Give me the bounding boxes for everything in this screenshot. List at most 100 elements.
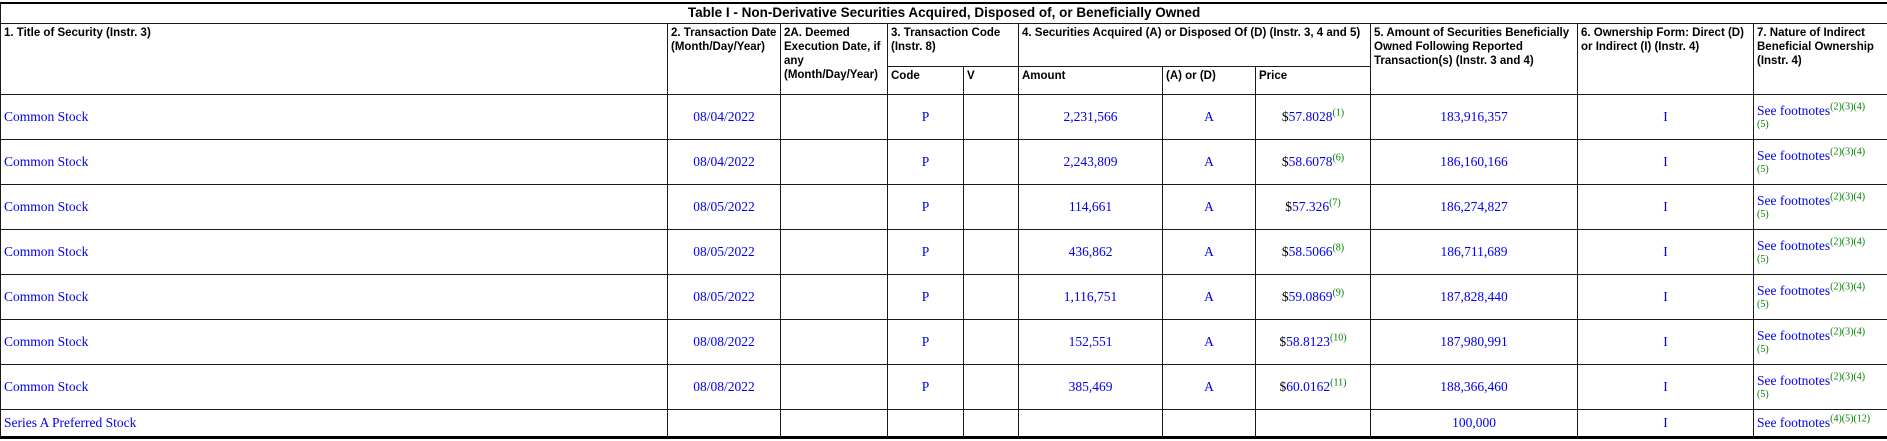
footnote-ref-group[interactable]: (2)(3)(4)	[1830, 101, 1866, 113]
shares-owned-cell: 186,160,166	[1370, 139, 1578, 185]
ownership-form-link[interactable]: I	[1663, 243, 1668, 259]
price-footnote-ref[interactable]: (6)	[1332, 152, 1345, 164]
shares-owned-link[interactable]: 186,711,689	[1440, 243, 1508, 259]
ownership-form-link[interactable]: I	[1663, 198, 1668, 214]
transaction-date-link[interactable]: 08/08/2022	[693, 333, 755, 349]
transaction-date-link[interactable]: 08/05/2022	[693, 198, 755, 214]
transaction-code-link[interactable]: P	[921, 108, 930, 124]
footnote-ref-line2[interactable]: (5)	[1757, 209, 1769, 221]
ownership-form-link[interactable]: I	[1663, 288, 1668, 304]
transaction-code-link[interactable]: P	[921, 153, 930, 169]
table-title: Table I - Non-Derivative Securities Acqu…	[0, 2, 1887, 24]
see-footnotes-link[interactable]: See footnotes	[1757, 372, 1831, 388]
amount-link[interactable]: 2,231,566	[1063, 108, 1118, 124]
transaction-date-link[interactable]: 08/05/2022	[693, 243, 755, 259]
see-footnotes-link[interactable]: See footnotes	[1757, 282, 1831, 298]
security-link[interactable]: Common Stock	[4, 108, 89, 124]
see-footnotes-link[interactable]: See footnotes	[1757, 327, 1831, 343]
shares-owned-link[interactable]: 187,828,440	[1440, 288, 1508, 304]
shares-owned-link[interactable]: 188,366,460	[1440, 378, 1508, 394]
acquired-disposed-link[interactable]: A	[1204, 153, 1214, 169]
footnote-ref-line2[interactable]: (5)	[1757, 299, 1769, 311]
price-link[interactable]: 58.6078	[1288, 153, 1333, 169]
security-link[interactable]: Common Stock	[4, 198, 89, 214]
footnote-ref-line2[interactable]: (5)	[1757, 164, 1769, 176]
amount-link[interactable]: 114,661	[1068, 198, 1113, 214]
security-link[interactable]: Series A Preferred Stock	[4, 414, 137, 430]
amount-cell	[1018, 409, 1163, 438]
see-footnotes-link[interactable]: See footnotes	[1757, 192, 1831, 208]
shares-owned-link[interactable]: 186,160,166	[1440, 153, 1508, 169]
amount-link[interactable]: 436,862	[1068, 243, 1113, 259]
footnote-ref-line2[interactable]: (5)	[1757, 389, 1769, 401]
subheader-v: V	[963, 66, 1019, 95]
shares-owned-link[interactable]: 186,274,827	[1440, 198, 1508, 214]
price-cell: $58.6078(6)	[1255, 139, 1371, 185]
price-footnote-ref[interactable]: (7)	[1329, 197, 1341, 209]
footnote-ref-group[interactable]: (2)(3)(4)	[1830, 326, 1866, 338]
transaction-code-link[interactable]: P	[921, 198, 930, 214]
ownership-form-link[interactable]: I	[1663, 333, 1668, 349]
price-link[interactable]: 58.5066	[1288, 243, 1333, 259]
shares-owned-link[interactable]: 183,916,357	[1440, 108, 1508, 124]
transaction-date-link[interactable]: 08/04/2022	[693, 108, 755, 124]
shares-owned-link[interactable]: 100,000	[1452, 414, 1496, 430]
acquired-disposed-link[interactable]: A	[1204, 198, 1214, 214]
security-link[interactable]: Common Stock	[4, 243, 89, 259]
price-link[interactable]: 58.8123	[1286, 333, 1330, 349]
see-footnotes-link[interactable]: See footnotes	[1757, 147, 1831, 163]
acquired-disposed-link[interactable]: A	[1204, 288, 1214, 304]
transaction-code-link[interactable]: P	[921, 378, 930, 394]
footnote-ref-line2[interactable]: (5)	[1757, 344, 1769, 356]
header-amount-owned-following: 5. Amount of Securities Beneficially Own…	[1370, 23, 1578, 95]
security-link[interactable]: Common Stock	[4, 333, 89, 349]
price-footnote-ref[interactable]: (9)	[1332, 287, 1345, 299]
transaction-date-cell: 08/04/2022	[667, 139, 781, 185]
transaction-code-link[interactable]: P	[921, 333, 930, 349]
security-title-cell: Common Stock	[0, 319, 668, 365]
transaction-date-link[interactable]: 08/05/2022	[693, 288, 755, 304]
security-link[interactable]: Common Stock	[4, 153, 89, 169]
footnote-ref-line2[interactable]: (5)	[1757, 254, 1769, 266]
shares-owned-link[interactable]: 187,980,991	[1440, 333, 1508, 349]
transaction-date-link[interactable]: 08/08/2022	[693, 378, 755, 394]
footnote-ref-group[interactable]: (4)(5)(12)	[1830, 413, 1871, 425]
transaction-date-link[interactable]: 08/04/2022	[693, 153, 755, 169]
price-footnote-ref[interactable]: (1)	[1332, 107, 1345, 119]
footnote-ref-group[interactable]: (2)(3)(4)	[1830, 281, 1866, 293]
security-link[interactable]: Common Stock	[4, 288, 89, 304]
header-title-of-security: 1. Title of Security (Instr. 3)	[0, 23, 668, 95]
transaction-code-link[interactable]: P	[921, 243, 930, 259]
price-footnote-ref[interactable]: (11)	[1330, 377, 1347, 389]
ownership-form-link[interactable]: I	[1663, 108, 1668, 124]
footnote-ref-group[interactable]: (2)(3)(4)	[1830, 146, 1866, 158]
price-link[interactable]: 57.8028	[1288, 108, 1333, 124]
see-footnotes-link[interactable]: See footnotes	[1757, 237, 1831, 253]
security-link[interactable]: Common Stock	[4, 378, 89, 394]
price-link[interactable]: 60.0162	[1286, 378, 1331, 394]
footnote-ref-group[interactable]: (2)(3)(4)	[1830, 236, 1866, 248]
acquired-disposed-link[interactable]: A	[1204, 243, 1214, 259]
amount-link[interactable]: 2,243,809	[1063, 153, 1118, 169]
price-link[interactable]: 59.0869	[1288, 288, 1333, 304]
amount-link[interactable]: 152,551	[1068, 333, 1113, 349]
transaction-code-link[interactable]: P	[921, 288, 930, 304]
indirect-ownership-cell: See footnotes(2)(3)(4) (5)	[1752, 229, 1887, 275]
see-footnotes-link[interactable]: See footnotes	[1757, 102, 1831, 118]
ownership-form-link[interactable]: I	[1663, 153, 1668, 169]
footnote-ref-group[interactable]: (2)(3)(4)	[1830, 191, 1866, 203]
price-footnote-ref[interactable]: (8)	[1332, 242, 1345, 254]
amount-link[interactable]: 1,116,751	[1063, 288, 1118, 304]
footnote-ref-line2[interactable]: (5)	[1757, 119, 1769, 131]
acquired-disposed-link[interactable]: A	[1204, 378, 1214, 394]
see-footnotes-link[interactable]: See footnotes	[1757, 414, 1831, 430]
acquired-disposed-link[interactable]: A	[1204, 333, 1214, 349]
footnote-ref-group[interactable]: (2)(3)(4)	[1830, 371, 1866, 383]
acquired-disposed-cell: A	[1162, 184, 1256, 230]
acquired-disposed-link[interactable]: A	[1204, 108, 1214, 124]
price-link[interactable]: 57.326	[1291, 198, 1330, 214]
amount-link[interactable]: 385,469	[1068, 378, 1113, 394]
ownership-form-link[interactable]: I	[1663, 378, 1668, 394]
ownership-form-link[interactable]: I	[1663, 414, 1668, 430]
price-footnote-ref[interactable]: (10)	[1329, 332, 1347, 344]
